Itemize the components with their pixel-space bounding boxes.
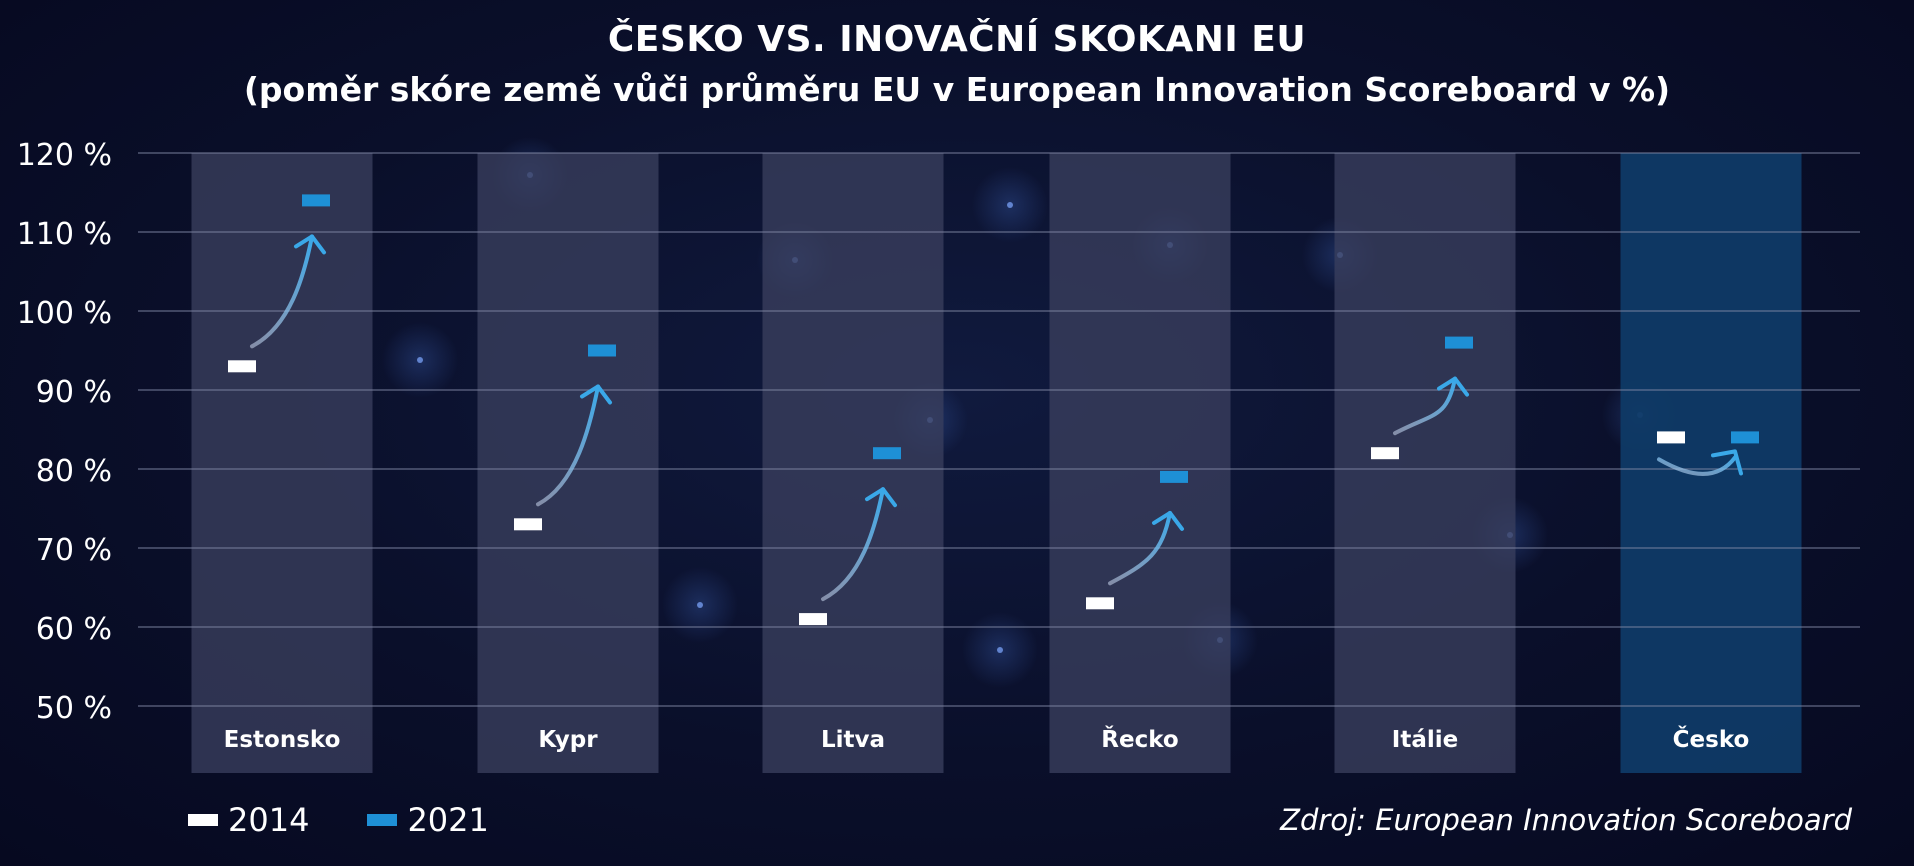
y-tick-label: 120 % <box>17 138 112 173</box>
y-tick-label: 110 % <box>17 217 112 252</box>
marker-2021 <box>302 194 330 207</box>
marker-2014 <box>1086 597 1114 610</box>
chart-subtitle: (poměr skóre země vůči průměru EU v Euro… <box>243 70 1671 109</box>
change-arrow <box>1393 376 1457 436</box>
column-5 <box>1620 153 1802 773</box>
arrow-head <box>1437 376 1469 397</box>
background-dot <box>697 602 703 608</box>
y-tick-label: 60 % <box>36 612 112 647</box>
y-tick-label: 50 % <box>36 691 112 726</box>
marker-2021 <box>1160 470 1188 483</box>
marker-2014 <box>1657 431 1685 444</box>
chart-title: ČESKO VS. INOVAČNÍ SKOKANI EU <box>607 19 1307 60</box>
legend-swatch-2021 <box>367 814 398 826</box>
category-label: Itálie <box>1392 727 1458 753</box>
category-label: Estonsko <box>224 727 341 753</box>
y-tick-label: 100 % <box>17 296 112 331</box>
source-note: Zdroj: European Innovation Scoreboard <box>1280 803 1852 837</box>
column-1 <box>477 153 659 773</box>
change-arrow <box>250 234 314 349</box>
y-tick-label: 70 % <box>36 533 112 568</box>
marker-2021 <box>588 344 616 357</box>
change-arrow <box>536 384 600 507</box>
arrow-head <box>1152 510 1184 531</box>
category-label: Česko <box>1673 725 1750 753</box>
arrow-head <box>865 487 897 508</box>
background-dot <box>1007 202 1013 208</box>
marker-2014 <box>1371 447 1399 460</box>
marker-2014 <box>799 613 827 626</box>
legend-label-2021: 2021 <box>407 801 489 839</box>
marker-2021 <box>1731 431 1759 444</box>
column-2 <box>762 153 944 773</box>
column-4 <box>1334 153 1516 773</box>
change-arrow <box>1657 455 1737 476</box>
chart-title-block: ČESKO VS. INOVAČNÍ SKOKANI EU (poměr skó… <box>0 14 1914 114</box>
category-label: Kypr <box>538 727 598 753</box>
change-arrow <box>821 487 885 602</box>
legend-swatch-2014 <box>188 814 218 826</box>
background-dot <box>417 357 423 363</box>
legend-item-2014: 2014 <box>188 801 309 839</box>
column-3 <box>1049 153 1231 773</box>
marker-2014 <box>228 360 256 373</box>
background-dot <box>997 647 1003 653</box>
y-tick-label: 90 % <box>36 375 112 410</box>
marker-2021 <box>873 447 901 460</box>
marker-2021 <box>1445 336 1473 349</box>
category-label: Řecko <box>1101 725 1178 753</box>
arrow-head <box>1711 449 1743 476</box>
y-tick-label: 80 % <box>36 454 112 489</box>
marker-2014 <box>514 518 542 531</box>
arrow-head <box>580 384 612 405</box>
legend-item-2021: 2021 <box>367 801 489 839</box>
category-label: Litva <box>821 727 885 753</box>
column-0 <box>191 153 373 773</box>
change-arrow <box>1108 510 1172 586</box>
legend: 2014 2021 <box>188 800 547 840</box>
legend-label-2014: 2014 <box>228 801 310 839</box>
arrow-head <box>294 234 326 255</box>
